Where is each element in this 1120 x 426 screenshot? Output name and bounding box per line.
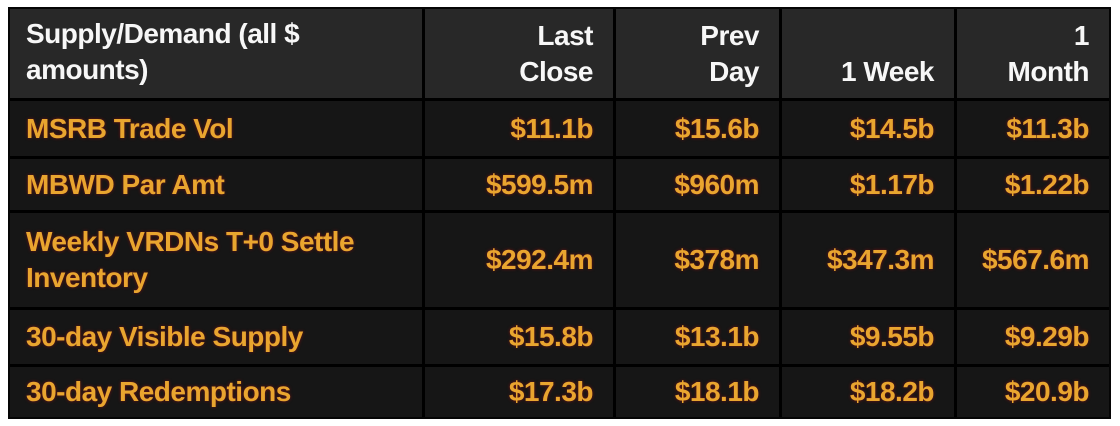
value-cell: $347.3m xyxy=(782,213,954,307)
value-cell: $15.6b xyxy=(616,101,779,156)
column-header-prev-day: Prev Day xyxy=(616,9,779,98)
value-cell: $378m xyxy=(616,213,779,307)
row-label: MSRB Trade Vol xyxy=(10,101,422,156)
value-cell: $1.17b xyxy=(782,159,954,210)
value-cell: $1.22b xyxy=(957,159,1109,210)
row-label: MBWD Par Amt xyxy=(10,159,422,210)
value-cell: $18.2b xyxy=(782,367,954,417)
supply-demand-table: Supply/Demand (all $ amounts) Last Close… xyxy=(8,7,1111,419)
value-cell: $20.9b xyxy=(957,367,1109,417)
column-header-supply-demand: Supply/Demand (all $ amounts) xyxy=(10,9,422,98)
value-cell: $17.3b xyxy=(425,367,613,417)
value-cell: $13.1b xyxy=(616,310,779,364)
value-cell: $292.4m xyxy=(425,213,613,307)
value-cell: $599.5m xyxy=(425,159,613,210)
column-header-1-week: 1 Week xyxy=(782,9,954,98)
value-cell: $960m xyxy=(616,159,779,210)
value-cell: $11.3b xyxy=(957,101,1109,156)
value-cell: $9.55b xyxy=(782,310,954,364)
value-cell: $14.5b xyxy=(782,101,954,156)
value-cell: $18.1b xyxy=(616,367,779,417)
value-cell: $11.1b xyxy=(425,101,613,156)
row-label: Weekly VRDNs T+0 Settle Inventory xyxy=(10,213,422,307)
value-cell: $9.29b xyxy=(957,310,1109,364)
value-cell: $15.8b xyxy=(425,310,613,364)
row-label: 30-day Redemptions xyxy=(10,367,422,417)
column-header-1-month: 1 Month xyxy=(957,9,1109,98)
column-header-last-close: Last Close xyxy=(425,9,613,98)
row-label: 30-day Visible Supply xyxy=(10,310,422,364)
value-cell: $567.6m xyxy=(957,213,1109,307)
